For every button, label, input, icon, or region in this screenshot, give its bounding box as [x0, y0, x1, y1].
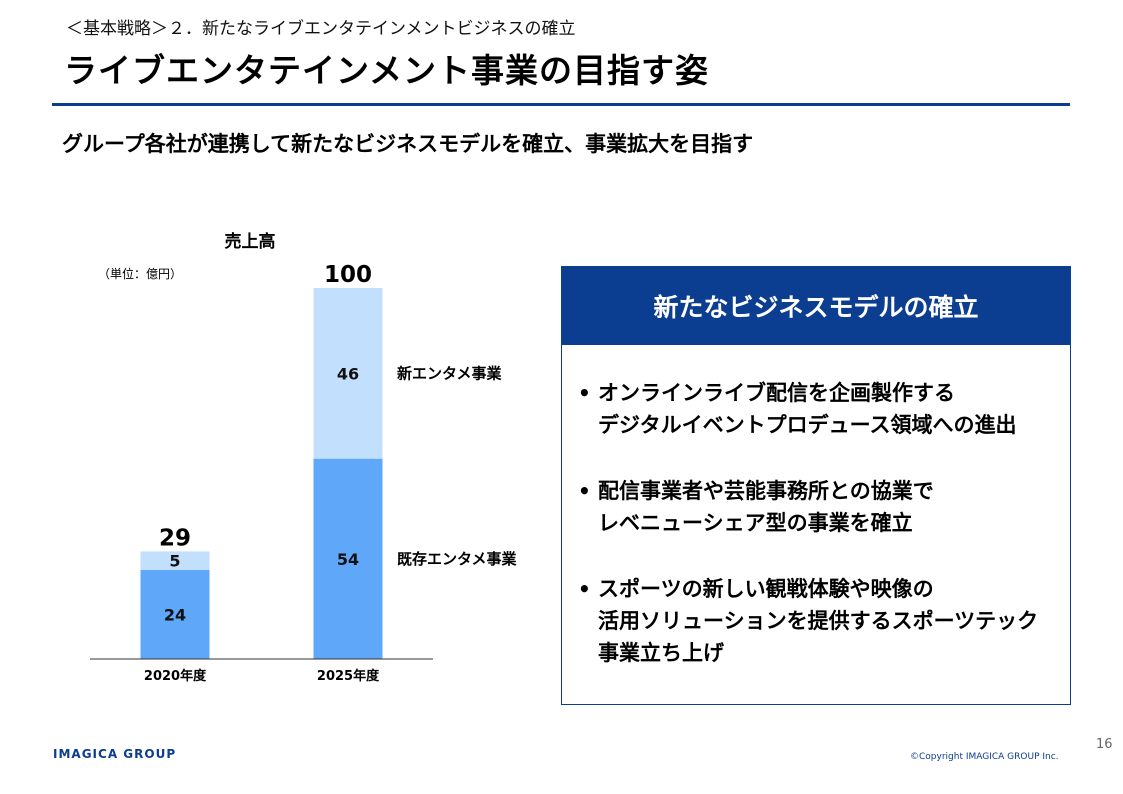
bullet-item: • オンラインライブ配信を企画製作するデジタルイベントプロデュース領域への進出	[576, 377, 1062, 441]
chart-title: 売上高	[225, 231, 276, 252]
bullet-line: 事業立ち上げ	[598, 641, 724, 665]
bullet-line: スポーツの新しい観戦体験や映像の	[598, 577, 934, 601]
copyright-text: ©Copyright IMAGICA GROUP Inc.	[910, 752, 1059, 762]
bullet-line: オンラインライブ配信を企画製作する	[598, 381, 955, 405]
bar-segment	[140, 551, 210, 570]
page-title: ライブエンタテインメント事業の目指す姿	[64, 51, 710, 90]
x-tick-label: 2025年度	[317, 668, 380, 684]
bullet-item: • スポーツの新しい観戦体験や映像の活用ソリューションを提供するスポーツテック 事業…	[576, 573, 1062, 669]
x-tick-label: 2020年度	[144, 668, 207, 684]
bullet-line: レベニューシェア型の事業を確立	[598, 511, 913, 535]
title-divider	[52, 103, 1070, 106]
page-number: 16	[1096, 737, 1113, 752]
bullet-dot-icon: •	[578, 381, 591, 405]
bar-value-label: 24	[164, 605, 186, 624]
series-label: 新エンタメ事業	[397, 364, 503, 382]
company-logo: IMAGICA GROUP	[53, 747, 177, 761]
bar-segment	[313, 288, 383, 459]
bullet-dot-icon: •	[578, 577, 591, 601]
bar-segment	[140, 569, 210, 659]
business-model-panel: 新たなビジネスモデルの確立 • オンラインライブ配信を企画製作するデジタルイベント…	[561, 266, 1071, 705]
bar-value-label: 5	[169, 552, 180, 571]
bullet-line: 配信事業者や芸能事務所との協業で	[598, 479, 934, 503]
bullet-list: • オンラインライブ配信を企画製作するデジタルイベントプロデュース領域への進出 • 配…	[576, 377, 1062, 703]
sales-chart: 売上高 （単位：億円） 24 529 2020年度 54 46 100 2025年度 既存エンタメ…	[90, 231, 518, 684]
chart-unit-label: （単位：億円）	[98, 266, 182, 281]
breadcrumb: ＜基本戦略＞２．新たなライブエンタテインメントビジネスの確立	[66, 19, 576, 39]
bullet-dot-icon: •	[578, 479, 591, 503]
bar-segment	[313, 458, 383, 659]
panel-title: 新たなビジネスモデルの確立	[562, 267, 1070, 345]
bar-total-label: 29	[159, 525, 191, 551]
bar-value-label: 46	[337, 364, 359, 383]
bullet-line: デジタルイベントプロデュース領域への進出	[598, 413, 1017, 437]
page-subtitle: グループ各社が連携して新たなビジネスモデルを確立、事業拡大を目指す	[62, 132, 754, 156]
bullet-line: 活用ソリューションを提供するスポーツテック	[598, 609, 1039, 633]
series-label: 既存エンタメ事業	[397, 550, 518, 568]
bar-total-label: 100	[324, 262, 372, 288]
bullet-item: • 配信事業者や芸能事務所との協業で レベニューシェア型の事業を確立	[576, 475, 1062, 539]
bar-value-label: 54	[337, 550, 359, 569]
